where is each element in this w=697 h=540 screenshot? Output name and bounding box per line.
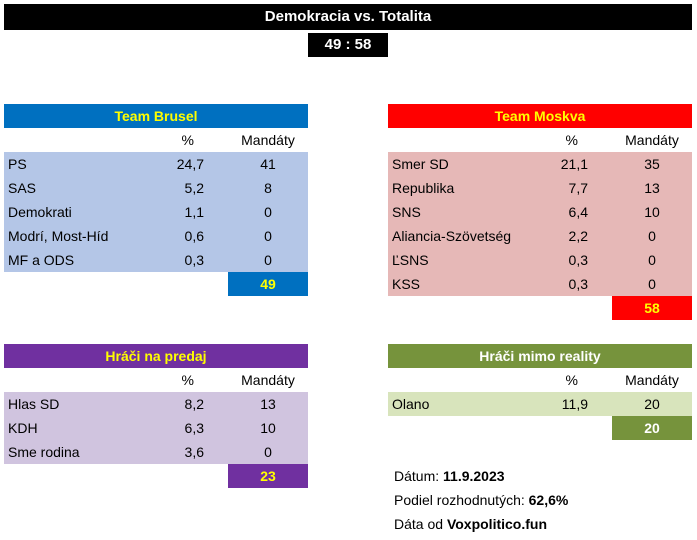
party-pct: 6,4 — [568, 204, 588, 220]
party-pct: 6,3 — [184, 420, 204, 436]
party-pct: 1,1 — [184, 204, 204, 220]
table-row: SNS 6,4 10 — [388, 200, 692, 224]
source-label: Dáta od — [394, 516, 447, 532]
party-seats: 10 — [260, 420, 276, 436]
party-seats: 0 — [648, 252, 656, 268]
party-seats: 41 — [260, 156, 276, 172]
team-brusel-total: 49 — [228, 272, 308, 296]
predaj-block: Hráči na predaj % Mandáty Hlas SD 8,2 13 K… — [4, 344, 308, 488]
table-row: MF a ODS 0,3 0 — [4, 248, 308, 272]
table-row: Modrí, Most-Híd 0,6 0 — [4, 224, 308, 248]
column-header-row: % Mandáty — [388, 368, 692, 392]
column-header-row: % Mandáty — [4, 128, 308, 152]
party-name: Smer SD — [392, 156, 449, 172]
party-name: KDH — [8, 420, 38, 436]
column-header-row: % Mandáty — [388, 128, 692, 152]
table-row: Aliancia-Szövetség 2,2 0 — [388, 224, 692, 248]
predaj-rows: Hlas SD 8,2 13 KDH 6,3 10 Sme rodina 3,6 0 — [4, 392, 308, 464]
team-brusel-header: Team Brusel — [4, 104, 308, 128]
table-row: Hlas SD 8,2 13 — [4, 392, 308, 416]
party-seats: 0 — [264, 204, 272, 220]
party-pct: 21,1 — [560, 156, 588, 172]
table-row: SAS 5,2 8 — [4, 176, 308, 200]
pct-column-header: % — [181, 372, 194, 388]
party-seats: 0 — [264, 444, 272, 460]
party-seats: 13 — [644, 180, 660, 196]
table-row: Sme rodina 3,6 0 — [4, 440, 308, 464]
table-row: ĽSNS 0,3 0 — [388, 248, 692, 272]
party-pct: 0,3 — [568, 276, 588, 292]
table-row: KSS 0,3 0 — [388, 272, 692, 296]
party-pct: 0,3 — [568, 252, 588, 268]
party-seats: 0 — [648, 228, 656, 244]
source-value: Voxpolitico.fun — [446, 516, 548, 532]
table-row: Smer SD 21,1 35 — [388, 152, 692, 176]
party-pct: 7,7 — [568, 180, 588, 196]
party-seats: 0 — [648, 276, 656, 292]
party-pct: 3,6 — [184, 444, 204, 460]
table-row: Demokrati 1,1 0 — [4, 200, 308, 224]
team-moskva-total: 58 — [612, 296, 692, 320]
party-pct: 0,3 — [184, 252, 204, 268]
score-badge: 49 : 58 — [308, 33, 388, 57]
pct-column-header: % — [181, 132, 194, 148]
table-row: Olano 11,9 20 — [388, 392, 692, 416]
party-name: PS — [8, 156, 27, 172]
party-name: MF a ODS — [8, 252, 75, 268]
mimo-rows: Olano 11,9 20 — [388, 392, 692, 416]
team-moskva-rows: Smer SD 21,1 35 Republika 7,7 13 SNS 6,4 10 Al… — [388, 152, 692, 296]
party-pct: 24,7 — [176, 156, 204, 172]
info-source: Dáta od Voxpolitico.fun — [394, 512, 547, 536]
party-name: Modrí, Most-Híd — [8, 228, 109, 244]
party-seats: 0 — [264, 252, 272, 268]
mimo-total: 20 — [612, 416, 692, 440]
party-pct: 8,2 — [184, 396, 204, 412]
party-name: Olano — [392, 396, 430, 412]
party-pct: 2,2 — [568, 228, 588, 244]
party-name: Demokrati — [8, 204, 72, 220]
column-header-row: % Mandáty — [4, 368, 308, 392]
team-moskva-block: Team Moskva % Mandáty Smer SD 21,1 35 Repu… — [388, 104, 692, 320]
party-name: Sme rodina — [8, 444, 80, 460]
info-share: Podiel rozhodnutých: 62,6% — [394, 488, 568, 512]
party-name: Republika — [392, 180, 455, 196]
party-name: SNS — [392, 204, 421, 220]
table-row: Republika 7,7 13 — [388, 176, 692, 200]
party-seats: 20 — [644, 396, 660, 412]
share-label: Podiel rozhodnutých: — [394, 492, 529, 508]
date-label: Dátum: — [394, 468, 444, 484]
seats-column-header: Mandáty — [241, 372, 295, 388]
party-pct: 11,9 — [561, 396, 588, 412]
mimo-block: Hráči mimo reality % Mandáty Olano 11,9 20… — [388, 344, 692, 440]
party-pct: 0,6 — [184, 228, 204, 244]
party-seats: 35 — [644, 156, 660, 172]
predaj-header: Hráči na predaj — [4, 344, 308, 368]
party-name: SAS — [8, 180, 37, 196]
party-name: Aliancia-Szövetség — [392, 228, 512, 244]
team-moskva-header: Team Moskva — [388, 104, 692, 128]
predaj-total: 23 — [228, 464, 308, 488]
team-brusel-block: Team Brusel % Mandáty PS 24,7 41 SAS 5,2 8 D… — [4, 104, 308, 296]
party-pct: 5,2 — [184, 180, 204, 196]
party-seats: 13 — [260, 396, 276, 412]
party-name: ĽSNS — [392, 252, 429, 268]
table-row: KDH 6,3 10 — [4, 416, 308, 440]
mimo-header: Hráči mimo reality — [388, 344, 692, 368]
party-seats: 10 — [644, 204, 660, 220]
seats-column-header: Mandáty — [625, 132, 679, 148]
seats-column-header: Mandáty — [625, 372, 679, 388]
seats-column-header: Mandáty — [241, 132, 295, 148]
page-title: Demokracia vs. Totalita — [4, 4, 692, 30]
party-seats: 8 — [264, 180, 272, 196]
info-date: Dátum: 11.9.2023 — [394, 464, 505, 488]
party-seats: 0 — [264, 228, 272, 244]
table-row: PS 24,7 41 — [4, 152, 308, 176]
pct-column-header: % — [565, 132, 578, 148]
party-name: Hlas SD — [8, 396, 60, 412]
team-brusel-rows: PS 24,7 41 SAS 5,2 8 Demokrati 1,1 0 Modrí, Mo… — [4, 152, 308, 272]
pct-column-header: % — [565, 372, 578, 388]
party-name: KSS — [392, 276, 421, 292]
share-value: 62,6% — [528, 492, 569, 508]
date-value: 11.9.2023 — [443, 468, 505, 484]
